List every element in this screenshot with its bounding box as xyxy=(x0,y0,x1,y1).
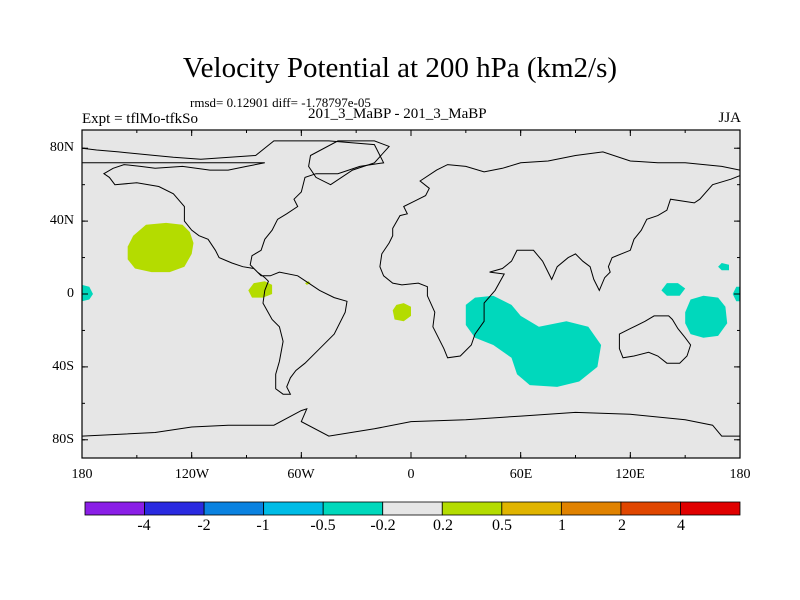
contour-region-west-pacific-negative-small xyxy=(718,263,729,271)
continent-australia-outline xyxy=(618,315,692,364)
x-tick-label-120e: 120E xyxy=(615,467,645,482)
colorbar-box xyxy=(144,501,205,516)
rmsd-diff-stats: rmsd= 0.12901 diff= -1.78797e-05 xyxy=(190,95,371,110)
x-tick-label-60e: 60E xyxy=(509,467,533,482)
contour-fill-layer xyxy=(82,222,740,387)
plot-background xyxy=(82,130,740,458)
colorbar-label: 2 xyxy=(618,517,626,534)
y-tick-label-40s: 40S xyxy=(52,359,74,374)
season-label: JJA xyxy=(718,110,741,126)
contour-region-central-america-positive xyxy=(248,281,273,298)
continent-outline-layer xyxy=(82,140,740,458)
y-tick-label-40n: 40N xyxy=(49,213,74,228)
colorbar-box xyxy=(382,501,443,516)
colorbar-label: 1 xyxy=(558,517,566,534)
colorbar-label: -0.2 xyxy=(370,517,396,534)
contour-region-north-pacific-positive xyxy=(127,222,194,273)
colorbar-label: -4 xyxy=(137,517,151,534)
colorbar-box xyxy=(620,501,681,516)
x-tick-label-120w: 120W xyxy=(174,467,210,482)
colorbar-box xyxy=(203,501,265,516)
contour-region-dateline-west-negative xyxy=(82,284,93,302)
colorbar-label: -2 xyxy=(197,517,211,534)
x-tick-label-180w: 180 xyxy=(71,467,93,482)
colorbar-box xyxy=(263,501,324,516)
x-tick-label-60w: 60W xyxy=(287,467,315,482)
x-tick-label-0: 0 xyxy=(407,467,415,482)
x-tick-label-180e: 180 xyxy=(729,467,751,482)
y-tick-label-0: 0 xyxy=(67,286,74,301)
continent-eurasia-africa-outline xyxy=(379,151,740,359)
contour-region-west-pacific-negative-south xyxy=(685,295,728,338)
contour-region-west-pacific-negative-north xyxy=(661,283,686,296)
colorbar-box xyxy=(680,501,741,516)
colorbar-label: -1 xyxy=(256,517,270,534)
colorbar-label: 0.2 xyxy=(433,517,453,534)
contour-region-indian-ocean-negative xyxy=(465,295,602,387)
chart-title: Velocity Potential at 200 hPa (km2/s) xyxy=(182,52,618,84)
colorbar-label: 4 xyxy=(677,517,685,534)
contour-region-tropical-atlantic-positive xyxy=(392,303,411,322)
y-tick-label-80n: 80N xyxy=(49,140,74,155)
colorbar-box xyxy=(441,501,503,516)
colorbar-label: -0.5 xyxy=(310,517,336,534)
colorbar-box xyxy=(322,501,384,516)
colorbar-box xyxy=(560,501,622,516)
colorbar-label: 0.5 xyxy=(492,517,512,534)
colorbar-box xyxy=(501,501,562,516)
continent-greenland-outline xyxy=(308,140,390,186)
continent-antarctica-outline xyxy=(82,407,740,458)
colorbar xyxy=(84,501,741,516)
axis-tick-layer xyxy=(81,130,741,458)
experiment-label: Expt = tflMo-tfkSo xyxy=(82,111,198,127)
colorbar-box xyxy=(84,501,145,516)
y-tick-label-80s: 80S xyxy=(52,432,74,447)
case-label: 201_3_MaBP - 201_3_MaBP xyxy=(308,106,487,122)
